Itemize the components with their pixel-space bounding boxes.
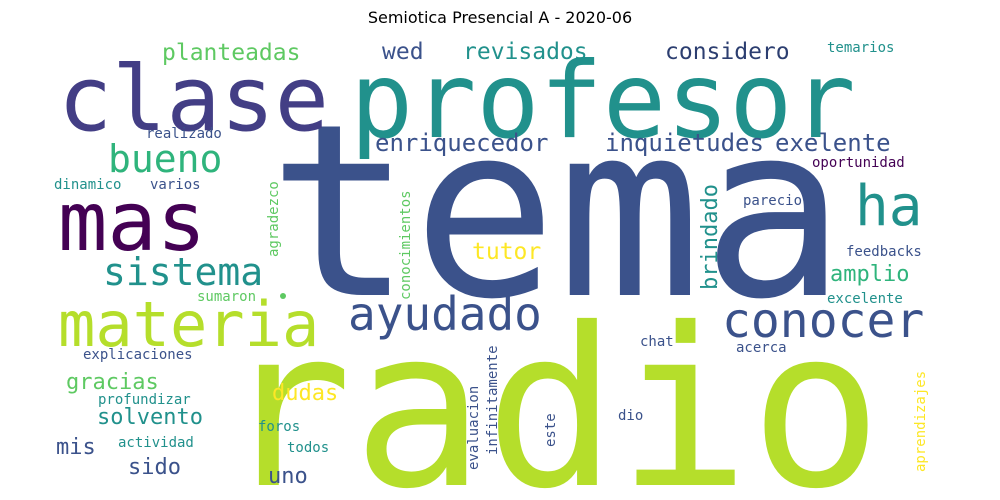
word-uno: uno — [268, 464, 308, 489]
word-agradezco: agradezco — [266, 181, 282, 257]
word-aprendizajes: aprendizajes — [913, 371, 929, 472]
word-clase: clase — [58, 47, 329, 152]
word-explicaciones: explicaciones — [83, 347, 193, 363]
word-temarios: temarios — [827, 40, 894, 56]
word-varios: varios — [150, 177, 201, 193]
word-radio: radio — [220, 281, 882, 500]
word-mas: mas — [58, 175, 206, 270]
word-gracias: gracias — [66, 370, 159, 395]
word-exelente: exelente — [775, 129, 891, 157]
word-amplio: amplio — [830, 262, 909, 287]
word-todos: todos — [287, 440, 329, 456]
word-feedbacks: feedbacks — [846, 244, 922, 260]
word-planteadas: planteadas — [162, 40, 300, 66]
word-mis: mis — [56, 435, 96, 460]
word-inquietudes: inquietudes — [605, 129, 764, 157]
word-realizado: realizado — [146, 126, 222, 142]
word-tutor: tutor — [472, 239, 541, 265]
word-considero: considero — [665, 39, 790, 65]
word-oportunidad: oportunidad — [812, 155, 905, 171]
word-sistema: sistema — [103, 250, 263, 294]
word-conocer: conocer — [722, 293, 924, 349]
word-profundizar: profundizar — [98, 392, 191, 408]
word-chat: chat — [640, 334, 674, 350]
word-parecio: parecio — [743, 193, 802, 209]
word-ha: ha — [855, 174, 922, 239]
word-dio: dio — [618, 408, 643, 424]
word-evaluacion: evaluacion — [466, 386, 482, 470]
word-materia: materia — [58, 288, 319, 361]
word-este: este — [543, 413, 559, 447]
word-conocimientos: conocimientos — [398, 190, 414, 300]
chart-title: Semiotica Presencial A - 2020-06 — [367, 8, 633, 27]
word-brindado: brindado — [698, 184, 723, 290]
decorative-dot — [280, 293, 286, 299]
word-bueno: bueno — [108, 137, 222, 181]
word-tema: tema — [268, 72, 846, 352]
word-sido: sido — [128, 455, 181, 480]
word-revisados: revisados — [463, 39, 588, 65]
word-dinamico: dinamico — [54, 177, 121, 193]
word-acerca: acerca — [736, 340, 787, 356]
word-excelente: excelente — [827, 291, 903, 307]
word-enriquecedor: enriquecedor — [375, 129, 548, 157]
word-infinitamente: infinitamente — [485, 345, 501, 455]
word-dudas: dudas — [272, 381, 338, 406]
word-ayudado: ayudado — [348, 287, 542, 341]
word-profesor: profesor — [350, 40, 856, 162]
word-solvento: solvento — [97, 405, 203, 430]
word-foros: foros — [258, 419, 300, 435]
word-wed: wed — [382, 39, 424, 65]
word-actividad: actividad — [118, 435, 194, 451]
word-sumaron: sumaron — [197, 289, 256, 305]
